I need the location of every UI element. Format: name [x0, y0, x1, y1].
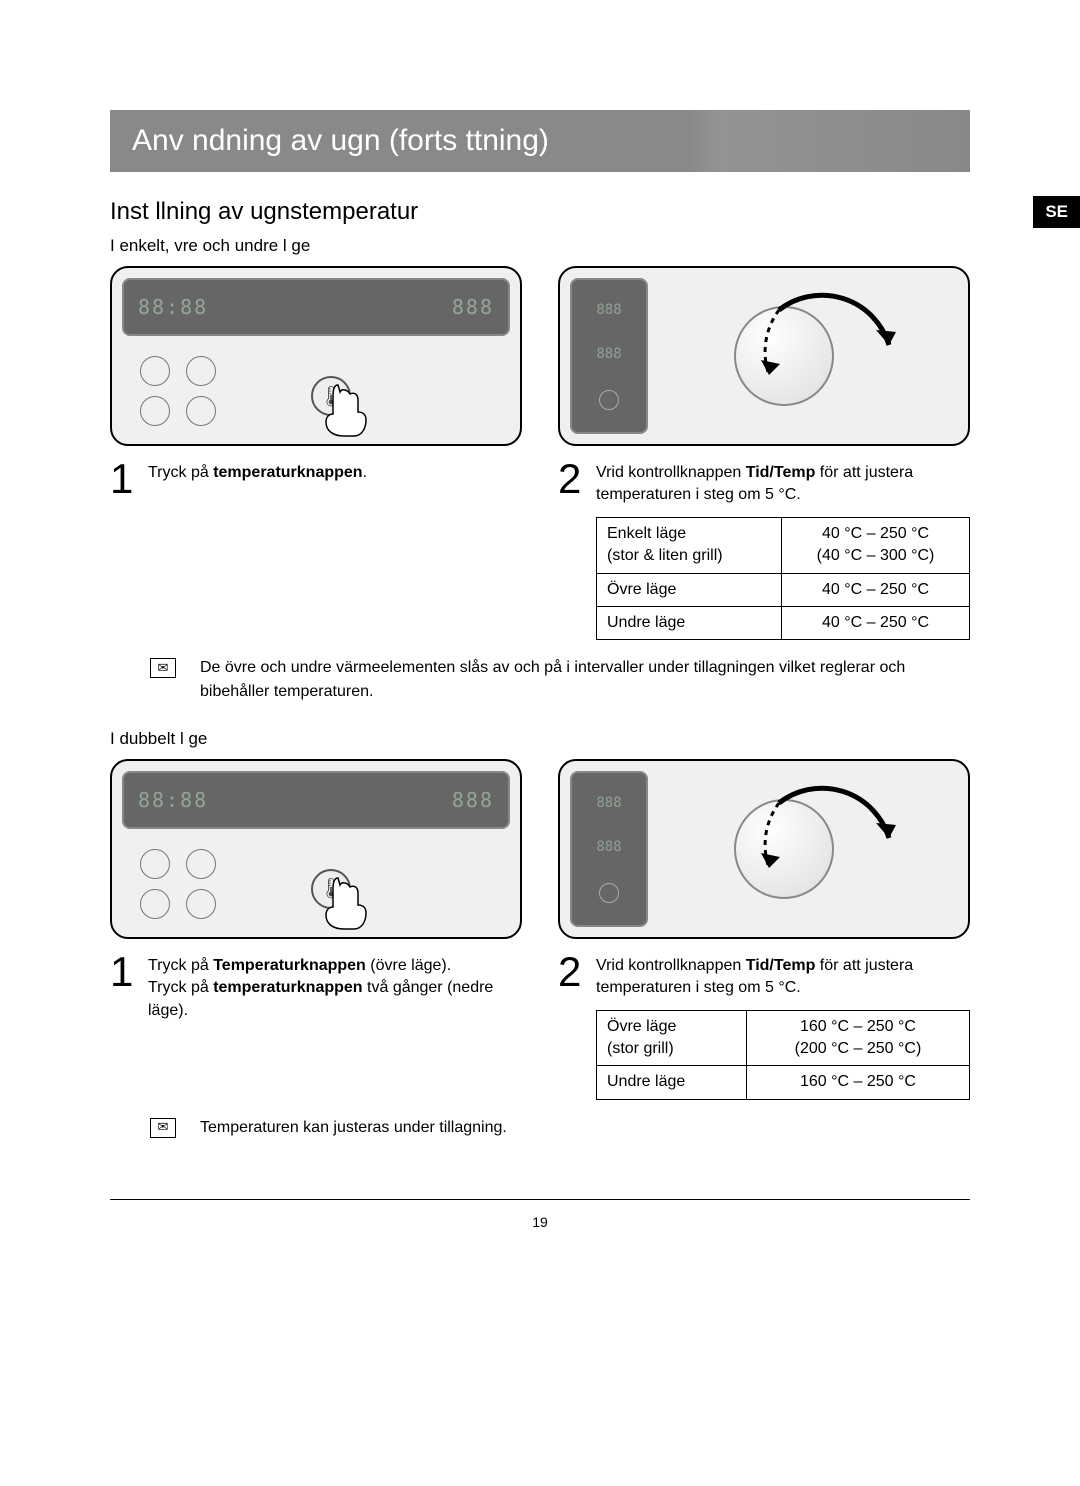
mode-icon [140, 356, 170, 386]
note-text: Temperaturen kan justeras under tillagni… [200, 1116, 507, 1139]
seg-time: 88:88 [138, 295, 208, 319]
display-strip: 88:88 888 [122, 771, 510, 829]
mode1-heading: I enkelt, vre och undre l ge [110, 236, 970, 256]
text-bold: temperaturknappen [213, 464, 362, 481]
mode1-step2: 2 Vrid kontrollknappen Tid/Temp för att … [558, 458, 970, 640]
cell-label: Övre läge(stor grill) [597, 1010, 747, 1066]
seg-small: 888 [596, 346, 621, 362]
mode2-panel-turn: 888 888 [558, 759, 970, 939]
table-row: Enkelt läge(stor & liten grill) 40 °C – … [597, 517, 970, 573]
text: Vrid kontrollknappen [596, 957, 746, 974]
mode2-note: ✉ Temperaturen kan justeras under tillag… [150, 1116, 970, 1139]
note-icon: ✉ [150, 658, 176, 678]
mode-icon [186, 396, 216, 426]
mode2-steps: 1 Tryck på Temperaturknappen (övre läge)… [110, 951, 970, 1100]
text: . [363, 464, 367, 481]
mode-icons-grid [140, 356, 218, 426]
mode2-step1: 1 Tryck på Temperaturknappen (övre läge)… [110, 951, 522, 1100]
mode1-panel-turn: 888 888 [558, 266, 970, 446]
title-decor [690, 110, 970, 172]
cell-range: 40 °C – 250 °C [782, 606, 970, 639]
mode-icon [140, 396, 170, 426]
cell-range: 160 °C – 250 °C(200 °C – 250 °C) [746, 1010, 969, 1066]
step-text: Tryck på Temperaturknappen (övre läge). … [148, 951, 522, 1100]
side-icon [599, 390, 619, 410]
display-strip: 88:88 888 [122, 278, 510, 336]
text: Vrid kontrollknappen [596, 464, 746, 481]
text-bold: Tid/Temp [746, 464, 816, 481]
text: Tryck på [148, 979, 213, 996]
step-number: 1 [110, 458, 138, 640]
seg-small: 888 [596, 839, 621, 855]
cell-label: Enkelt läge(stor & liten grill) [597, 517, 782, 573]
text: (övre läge). [366, 957, 451, 974]
note-icon: ✉ [150, 1118, 176, 1138]
mode-icon [186, 356, 216, 386]
mode-icons-grid [140, 849, 218, 919]
mode2-panels: 88:88 888 🌡 888 888 [110, 759, 970, 939]
mode1-step1: 1 Tryck på temperaturknappen. [110, 458, 522, 640]
mode-icon [186, 849, 216, 879]
side-display: 888 888 [570, 278, 648, 434]
seg-temp: 888 [452, 788, 494, 812]
page-title-bar: Anv ndning av ugn (forts ttning) [110, 110, 970, 172]
seg-time: 88:88 [138, 788, 208, 812]
pointing-hand-icon [318, 873, 374, 933]
rotate-arrow-icon [734, 773, 914, 923]
seg-small: 888 [596, 795, 621, 811]
language-tab: SE [1033, 196, 1080, 228]
mode-icon [140, 889, 170, 919]
mode2-range-table: Övre läge(stor grill) 160 °C – 250 °C(20… [596, 1010, 970, 1100]
text: Tryck på [148, 957, 213, 974]
cell-range: 160 °C – 250 °C [746, 1066, 969, 1099]
page-number: 19 [110, 1199, 970, 1230]
text-bold: Tid/Temp [746, 957, 816, 974]
text: Tryck på [148, 464, 213, 481]
seg-small: 888 [596, 302, 621, 318]
mode1-note: ✉ De övre och undre värmeelementen slås … [150, 656, 970, 702]
text-bold: Temperaturknappen [213, 957, 366, 974]
cell-label: Övre läge [597, 573, 782, 606]
cell-range: 40 °C – 250 °C(40 °C – 300 °C) [782, 517, 970, 573]
cell-label: Undre läge [597, 1066, 747, 1099]
mode-icon [140, 849, 170, 879]
step-number: 2 [558, 951, 586, 1100]
step-number: 2 [558, 458, 586, 640]
step-text: Vrid kontrollknappen Tid/Temp för att ju… [596, 458, 970, 640]
cell-label: Undre läge [597, 606, 782, 639]
mode1-steps: 1 Tryck på temperaturknappen. 2 Vrid kon… [110, 458, 970, 640]
step-text: Vrid kontrollknappen Tid/Temp för att ju… [596, 951, 970, 1100]
side-display: 888 888 [570, 771, 648, 927]
table-row: Övre läge(stor grill) 160 °C – 250 °C(20… [597, 1010, 970, 1066]
step-number: 1 [110, 951, 138, 1100]
text-bold: temperaturknappen [213, 979, 362, 996]
mode1-panel-press: 88:88 888 🌡 [110, 266, 522, 446]
section-heading: Inst llning av ugnstemperatur [110, 198, 970, 226]
page-title: Anv ndning av ugn (forts ttning) [132, 124, 549, 157]
mode1-panels: 88:88 888 🌡 888 888 [110, 266, 970, 446]
mode2-heading: I dubbelt l ge [110, 729, 970, 749]
mode2-step2: 2 Vrid kontrollknappen Tid/Temp för att … [558, 951, 970, 1100]
table-row: Undre läge 40 °C – 250 °C [597, 606, 970, 639]
mode-icon [186, 889, 216, 919]
table-row: Övre läge 40 °C – 250 °C [597, 573, 970, 606]
side-icon [599, 883, 619, 903]
step-text: Tryck på temperaturknappen. [148, 458, 367, 640]
cell-range: 40 °C – 250 °C [782, 573, 970, 606]
mode2-panel-press: 88:88 888 🌡 [110, 759, 522, 939]
pointing-hand-icon [318, 380, 374, 440]
seg-temp: 888 [452, 295, 494, 319]
table-row: Undre läge 160 °C – 250 °C [597, 1066, 970, 1099]
mode1-range-table: Enkelt läge(stor & liten grill) 40 °C – … [596, 517, 970, 641]
rotate-arrow-icon [734, 280, 914, 430]
note-text: De övre och undre värmeelementen slås av… [200, 656, 970, 702]
